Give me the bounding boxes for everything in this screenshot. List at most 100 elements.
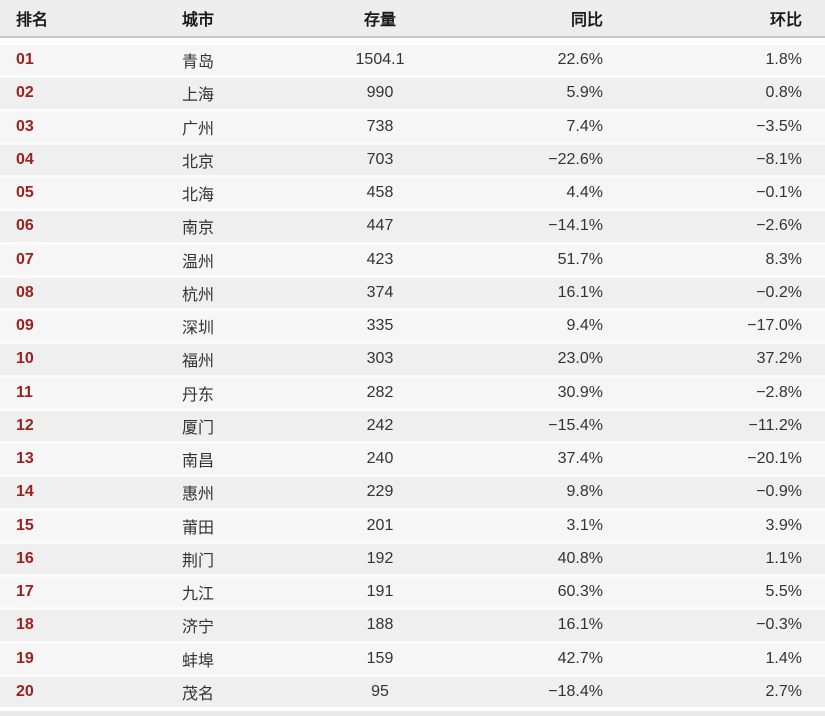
rank-cell: 07: [16, 250, 34, 268]
rank-cell: 08: [16, 283, 34, 301]
table-row: 19 蚌埠 159 42.7% 1.4%: [0, 640, 825, 674]
yoy-cell: 22.6%: [557, 51, 603, 69]
rank-cell: 04: [16, 150, 34, 168]
rank-cell: 11: [16, 383, 33, 401]
city-cell: 上海: [182, 87, 215, 105]
city-cell: 南京: [182, 220, 215, 238]
rank-cell: 13: [16, 450, 34, 468]
city-cell: 青岛: [182, 54, 215, 72]
yoy-cell: −22.6%: [548, 150, 603, 168]
mom-cell: 0.8%: [765, 84, 802, 102]
city-cell: 北京: [182, 153, 215, 171]
table-row: 01 青岛 1504.1 22.6% 1.8%: [0, 42, 825, 76]
rank-cell: 19: [16, 649, 34, 667]
column-header-yoy: 同比: [570, 12, 603, 29]
city-cell: 济宁: [182, 619, 215, 637]
city-cell: 茂名: [182, 685, 215, 703]
table-row: 12 厦门 242 −15.4% −11.2%: [0, 407, 825, 441]
header-divider-gap: [0, 38, 825, 42]
city-cell: 温州: [182, 253, 215, 271]
table-body: 01 青岛 1504.1 22.6% 1.8% 02 上海 990 5.9% 0…: [0, 42, 825, 707]
yoy-cell: 51.7%: [557, 250, 603, 268]
table-row: 20 茂名 95 −18.4% 2.7%: [0, 673, 825, 707]
table-row: 17 九江 191 60.3% 5.5%: [0, 574, 825, 608]
mom-cell: −20.1%: [747, 450, 802, 468]
stock-cell: 242: [366, 416, 394, 434]
mom-cell: −0.9%: [756, 483, 802, 501]
yoy-cell: −14.1%: [548, 217, 603, 235]
stock-cell: 1504.1: [355, 51, 405, 69]
mom-cell: 1.4%: [765, 649, 802, 667]
mom-cell: 2.7%: [765, 682, 802, 700]
yoy-cell: 4.4%: [566, 184, 603, 202]
city-cell: 福州: [182, 353, 215, 371]
city-cell: 九江: [182, 586, 215, 604]
city-cell: 南昌: [182, 453, 215, 471]
yoy-cell: 16.1%: [557, 283, 603, 301]
mom-cell: −3.5%: [756, 117, 802, 135]
table-row: 13 南昌 240 37.4% −20.1%: [0, 441, 825, 475]
yoy-cell: 16.1%: [557, 616, 603, 634]
column-header-stock: 存量: [363, 12, 396, 29]
yoy-cell: −18.4%: [548, 682, 603, 700]
city-cell: 蚌埠: [182, 652, 215, 670]
city-cell: 惠州: [182, 486, 215, 504]
yoy-cell: 9.8%: [566, 483, 603, 501]
mom-cell: −0.1%: [756, 184, 802, 202]
mom-cell: 8.3%: [765, 250, 802, 268]
table-row: 08 杭州 374 16.1% −0.2%: [0, 274, 825, 308]
rank-cell: 14: [16, 483, 34, 501]
mom-cell: −8.1%: [756, 150, 802, 168]
bottom-strip: [0, 711, 825, 716]
rank-cell: 20: [16, 682, 34, 700]
city-cell: 广州: [182, 120, 215, 138]
yoy-cell: 23.0%: [557, 350, 603, 368]
table-row: 07 温州 423 51.7% 8.3%: [0, 241, 825, 275]
table-row: 11 丹东 282 30.9% −2.8%: [0, 374, 825, 408]
stock-cell: 703: [366, 150, 394, 168]
rank-cell: 02: [16, 84, 34, 102]
yoy-cell: 7.4%: [566, 117, 603, 135]
rank-cell: 12: [16, 416, 34, 434]
rank-cell: 06: [16, 217, 34, 235]
rank-cell: 03: [16, 117, 34, 135]
city-cell: 丹东: [182, 386, 215, 404]
yoy-cell: 42.7%: [557, 649, 603, 667]
city-cell: 北海: [182, 187, 215, 205]
yoy-cell: −15.4%: [548, 416, 603, 434]
yoy-cell: 30.9%: [557, 383, 603, 401]
mom-cell: −17.0%: [747, 317, 802, 335]
yoy-cell: 3.1%: [566, 516, 603, 534]
table-row: 05 北海 458 4.4% −0.1%: [0, 175, 825, 209]
stock-cell: 229: [366, 483, 394, 501]
mom-cell: −0.2%: [756, 283, 802, 301]
table-row: 04 北京 703 −22.6% −8.1%: [0, 141, 825, 175]
yoy-cell: 9.4%: [566, 317, 603, 335]
city-cell: 厦门: [182, 419, 215, 437]
table-row: 18 济宁 188 16.1% −0.3%: [0, 607, 825, 641]
stock-cell: 990: [366, 84, 394, 102]
mom-cell: −2.6%: [756, 217, 802, 235]
mom-cell: 37.2%: [756, 350, 802, 368]
city-cell: 杭州: [182, 286, 215, 304]
mom-cell: 5.5%: [765, 583, 802, 601]
rank-cell: 01: [16, 51, 34, 69]
stock-cell: 159: [366, 649, 394, 667]
table-row: 14 惠州 229 9.8% −0.9%: [0, 474, 825, 508]
rank-cell: 17: [16, 583, 34, 601]
yoy-cell: 60.3%: [557, 583, 603, 601]
table-row: 16 荆门 192 40.8% 1.1%: [0, 540, 825, 574]
stock-cell: 458: [366, 184, 394, 202]
rank-cell: 10: [16, 350, 34, 368]
mom-cell: −0.3%: [756, 616, 802, 634]
rank-cell: 15: [16, 516, 34, 534]
table-header: 排名 城市 存量 同比 环比: [0, 0, 825, 38]
column-header-mom: 环比: [769, 12, 802, 29]
stock-cell: 240: [366, 450, 394, 468]
stock-cell: 303: [366, 350, 394, 368]
mom-cell: −11.2%: [748, 416, 802, 434]
rank-cell: 16: [16, 549, 34, 567]
city-cell: 深圳: [182, 320, 215, 338]
column-header-rank: 排名: [16, 12, 49, 29]
